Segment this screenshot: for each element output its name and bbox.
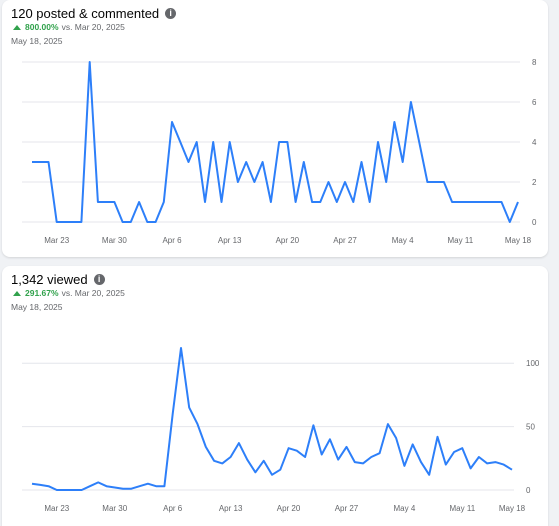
x-tick-label: Mar 23 xyxy=(44,236,69,245)
y-tick-label: 50 xyxy=(526,423,535,432)
delta-value: 800.00% xyxy=(25,22,59,32)
x-tick-label: Apr 20 xyxy=(277,504,301,513)
card-title-row: 1,342 viewed i xyxy=(11,272,105,287)
delta-row: 291.67% vs. Mar 20, 2025 xyxy=(13,288,125,298)
date-label: May 18, 2025 xyxy=(11,302,63,312)
x-tick-label: May 11 xyxy=(448,236,474,245)
card-title-row: 120 posted & commented i xyxy=(11,6,177,21)
x-tick-label: Apr 6 xyxy=(163,504,183,513)
x-tick-label: May 18 xyxy=(505,236,532,245)
x-tick-label: Apr 20 xyxy=(276,236,300,245)
y-tick-label: 4 xyxy=(532,138,537,147)
posted-commented-line-chart: 0 2 4 6 8 Mar 23 Mar 30 Apr 6 Apr 13 Apr 20 Apr 27… xyxy=(22,58,537,245)
y-tick-label: 0 xyxy=(532,218,537,227)
up-arrow-icon xyxy=(13,24,21,30)
info-icon[interactable]: i xyxy=(93,274,105,285)
delta-value: 291.67% xyxy=(25,288,59,298)
x-tick-label: Mar 23 xyxy=(44,504,69,513)
info-icon[interactable]: i xyxy=(165,8,177,19)
x-tick-label: May 18 xyxy=(499,504,526,513)
delta-comparison: vs. Mar 20, 2025 xyxy=(61,22,125,32)
series-line xyxy=(32,61,519,223)
y-tick-label: 100 xyxy=(526,359,540,368)
delta-comparison: vs. Mar 20, 2025 xyxy=(61,288,125,298)
x-tick-label: May 4 xyxy=(392,236,414,245)
x-tick-label: Mar 30 xyxy=(102,504,127,513)
x-tick-label: Mar 30 xyxy=(102,236,127,245)
x-tick-label: Apr 27 xyxy=(335,504,359,513)
x-tick-label: May 11 xyxy=(450,504,476,513)
y-tick-label: 6 xyxy=(532,98,537,107)
card-title: 1,342 viewed xyxy=(11,272,88,287)
y-tick-label: 2 xyxy=(532,178,537,187)
y-tick-label: 8 xyxy=(532,58,537,67)
posted-commented-card: 120 posted & commented i 800.00% vs. Mar… xyxy=(2,0,548,257)
x-tick-label: Apr 6 xyxy=(162,236,182,245)
up-arrow-icon xyxy=(13,290,21,296)
delta-row: 800.00% vs. Mar 20, 2025 xyxy=(13,22,125,32)
x-tick-label: Apr 13 xyxy=(218,236,242,245)
card-title: 120 posted & commented xyxy=(11,6,160,21)
series-line xyxy=(31,347,513,491)
x-tick-label: Apr 27 xyxy=(333,236,357,245)
date-label: May 18, 2025 xyxy=(11,36,63,46)
x-tick-label: Apr 13 xyxy=(219,504,243,513)
y-tick-label: 0 xyxy=(526,486,531,495)
x-tick-label: May 4 xyxy=(394,504,416,513)
viewed-card: 1,342 viewed i 291.67% vs. Mar 20, 2025 … xyxy=(2,266,548,526)
viewed-line-chart: 0 50 100 Mar 23 Mar 30 Apr 6 Apr 13 Apr 20 Apr 2… xyxy=(22,347,540,513)
